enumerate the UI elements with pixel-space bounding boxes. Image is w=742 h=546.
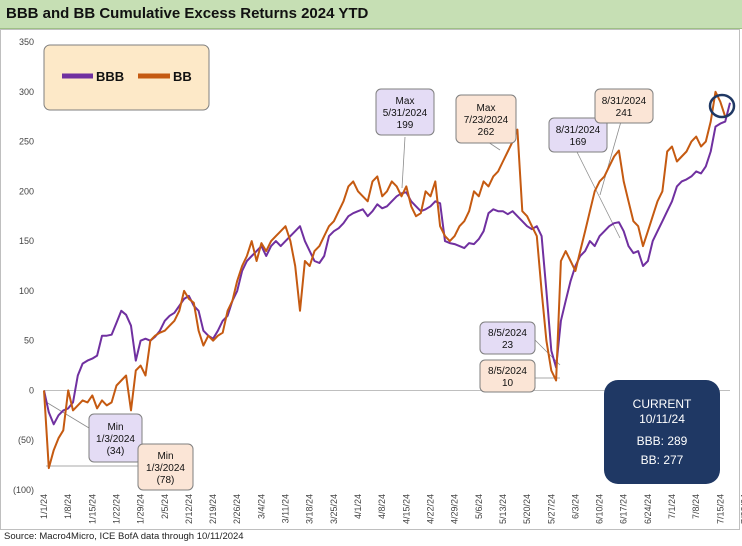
x-tick-label: 6/24/24	[643, 494, 653, 524]
y-tick-label: (50)	[18, 435, 34, 445]
x-tick-label: 1/22/24	[111, 494, 121, 524]
y-tick-label: 200	[19, 186, 34, 196]
annotation-text-bbb-85: 23	[502, 340, 514, 351]
plot-frame	[0, 29, 740, 530]
x-tick-label: 6/10/24	[595, 494, 605, 524]
annotation-text-bb-min: 1/3/2024	[146, 463, 185, 474]
annotation-text-bb-85: 10	[502, 378, 514, 389]
annotation-text-bbb-min: 1/3/2024	[96, 434, 135, 445]
x-tick-label: 5/13/24	[498, 494, 508, 524]
x-tick-label: 4/22/24	[425, 494, 435, 524]
leader-line	[599, 117, 623, 196]
annotation-text-bb-831: 241	[616, 108, 633, 119]
x-tick-label: 2/5/24	[160, 494, 170, 519]
annotation-text-bb-85: 8/5/2024	[488, 366, 527, 377]
x-tick-label: 1/8/24	[63, 494, 73, 519]
current-box	[604, 380, 720, 484]
x-tick-label: 3/4/24	[256, 494, 266, 519]
annotation-box-bb-max	[455, 94, 517, 144]
annotation-box-bbb-max	[375, 88, 435, 136]
title-bar: BBB and BB Cumulative Excess Returns 202…	[0, 0, 742, 29]
annotation-text-bbb-831: 169	[570, 137, 587, 148]
legend-label-bb: BB	[173, 69, 192, 84]
current-box-text: 10/11/24	[639, 412, 685, 426]
x-tick-label: 2/26/24	[232, 494, 242, 524]
x-tick-label: 3/18/24	[305, 494, 315, 524]
annotation-text-bb-min: Min	[157, 451, 173, 462]
annotation-text-bbb-max: 5/31/2024	[383, 108, 428, 119]
annotation-text-bbb-min: Min	[107, 422, 123, 433]
source-note: Source: Macro4Micro, ICE BofA data throu…	[4, 531, 244, 542]
y-tick-label: 350	[19, 37, 34, 47]
annotation-text-bb-max: Max	[477, 103, 496, 114]
x-tick-label: 1/29/24	[136, 494, 146, 524]
x-tick-label: 1/1/24	[39, 494, 49, 519]
series-line-bbb	[43, 102, 731, 426]
x-tick-label: 2/12/24	[184, 494, 194, 524]
y-tick-label: 150	[19, 236, 34, 246]
annotation-box-bb-85	[479, 359, 536, 393]
series-line-bb	[43, 90, 731, 470]
y-tick-label: 300	[19, 87, 34, 97]
annotation-text-bbb-max: Max	[396, 96, 415, 107]
x-tick-label: 2/19/24	[208, 494, 218, 524]
legend-box	[43, 44, 210, 111]
annotation-text-bbb-831: 8/31/2024	[556, 125, 601, 136]
x-tick-label: 4/29/24	[450, 494, 460, 524]
x-tick-label: 4/15/24	[401, 494, 411, 524]
annotation-text-bb-min: (78)	[157, 475, 175, 486]
annotation-box-bbb-min	[88, 413, 143, 463]
x-tick-label: 1/15/24	[87, 494, 97, 524]
x-tick-label: 5/27/24	[546, 494, 556, 524]
leader-line	[45, 401, 90, 429]
chart-svg: 350 300 250 200 150 100 50 0 (50) (100) 1/1/24 1/8/…	[13, 37, 742, 524]
leader-line	[574, 147, 621, 239]
x-tick-label: 5/6/24	[474, 494, 484, 519]
x-tick-label: 7/8/24	[691, 494, 701, 519]
annotation-text-bb-max: 7/23/2024	[464, 115, 509, 126]
x-tick-label: 4/8/24	[377, 494, 387, 519]
annotation-text-bb-max: 262	[478, 127, 495, 138]
x-tick-label: 6/3/24	[570, 494, 580, 519]
x-tick-label: 6/17/24	[619, 494, 629, 524]
y-tick-label: 50	[24, 336, 34, 346]
annotation-text-bbb-85: 8/5/2024	[488, 328, 527, 339]
legend-label-bbb: BBB	[96, 69, 124, 84]
annotation-text-bbb-min: (34)	[107, 446, 125, 457]
leader-line	[401, 136, 406, 189]
y-tick-label: (100)	[13, 485, 34, 495]
x-tick-label: 7/22/24	[739, 494, 742, 524]
annotation-text-bb-831: 8/31/2024	[602, 96, 647, 107]
current-box-text: BBB: 289	[637, 434, 688, 448]
annotation-box-bb-min	[137, 443, 194, 491]
y-tick-label: 100	[19, 286, 34, 296]
x-tick-label: 3/25/24	[329, 494, 339, 524]
current-box-text: BB: 277	[641, 453, 684, 467]
y-tick-label: 0	[29, 385, 34, 395]
x-tick-label: 5/20/24	[522, 494, 532, 524]
annotation-text-bbb-max: 199	[397, 120, 414, 131]
annotation-box-bbb-831	[548, 117, 608, 153]
annotation-box-bbb-85	[479, 321, 536, 355]
annotation-box-bb-831	[594, 88, 654, 124]
x-tick-label: 7/1/24	[667, 494, 677, 519]
current-box-text: CURRENT	[633, 397, 692, 411]
x-tick-label: 4/1/24	[353, 494, 363, 519]
current-value-circle	[708, 93, 736, 119]
y-tick-label: 250	[19, 137, 34, 147]
x-tick-label: 3/11/24	[281, 494, 291, 523]
chart-title: BBB and BB Cumulative Excess Returns 202…	[6, 5, 369, 22]
x-tick-label: 7/15/24	[715, 494, 725, 524]
